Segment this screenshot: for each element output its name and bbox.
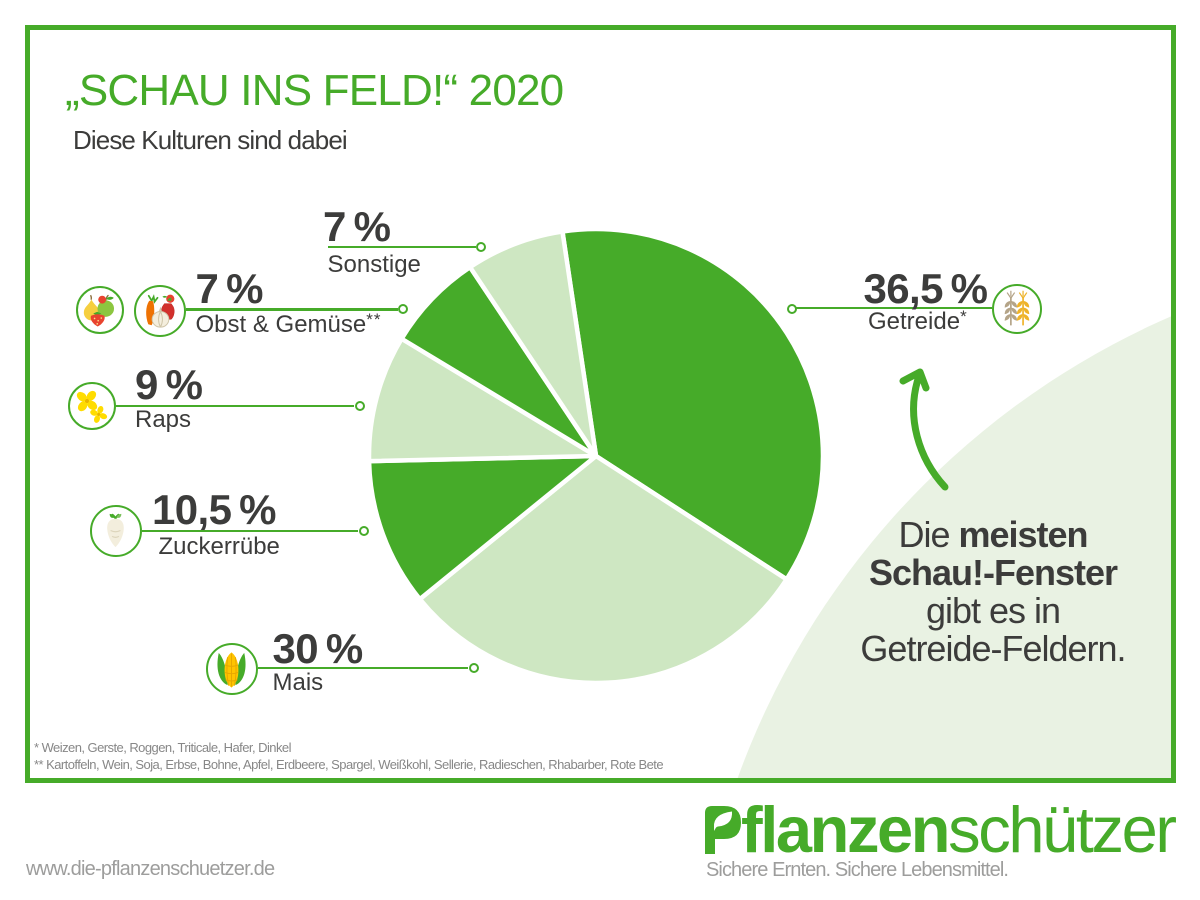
label-obst-gemuese: Obst & Gemüse** bbox=[195, 310, 382, 339]
rapeseed-flower-large bbox=[76, 390, 98, 412]
pie-slice-sonstige bbox=[467, 229, 599, 459]
getreide-icon bbox=[992, 284, 1042, 334]
vegetable-icon bbox=[134, 285, 186, 337]
logo-tagline: Sichere Ernten. Sichere Lebensmittel. bbox=[706, 859, 1009, 881]
note-text: Die meisten Schau!-Fenster gibt es in Ge… bbox=[860, 514, 1126, 669]
mais-icon bbox=[206, 643, 258, 695]
apple-shape bbox=[97, 300, 115, 317]
callout-line-obst-gemuese bbox=[186, 308, 398, 311]
callout-dot-mais bbox=[468, 663, 479, 673]
onion-shape bbox=[151, 310, 170, 328]
label-raps: Raps bbox=[135, 406, 192, 434]
callout-dot-raps bbox=[354, 401, 365, 411]
logo-p-leaf-icon bbox=[705, 806, 741, 854]
pct-obst-gemuese: 7 % bbox=[195, 265, 264, 313]
apple-leaf bbox=[105, 296, 114, 300]
beet-shape bbox=[107, 518, 124, 548]
wheat-ear-right bbox=[1016, 290, 1030, 326]
frame-border bbox=[25, 25, 1176, 783]
wheat-ear-left bbox=[1004, 290, 1018, 326]
fruit-icon bbox=[76, 286, 124, 334]
website-url: www.die-pflanzenschuetzer.de bbox=[26, 858, 275, 880]
pct-raps: 9 % bbox=[135, 361, 203, 409]
callout-dot-sonstige bbox=[475, 241, 486, 252]
callout-line-getreide bbox=[796, 306, 992, 310]
pct-zuckerruebe: 10,5 % bbox=[152, 486, 277, 534]
callout-dot-zuckerruebe bbox=[358, 526, 369, 536]
callout-line-raps bbox=[116, 404, 354, 408]
pie-slice-getreide bbox=[560, 226, 826, 582]
callout-dot-obst-gemuese bbox=[398, 304, 408, 314]
pct-getreide: 36,5 % bbox=[863, 265, 989, 313]
pie-slice-mais bbox=[417, 453, 789, 686]
zuckerruebe-icon bbox=[90, 505, 142, 557]
pct-mais: 30 % bbox=[272, 624, 364, 672]
brand-logo: flanzenschützer bbox=[705, 797, 1177, 862]
page-subtitle: Diese Kulturen sind dabei bbox=[73, 125, 348, 155]
footnote-1: * Weizen, Gerste, Roggen, Triticale, Haf… bbox=[34, 740, 292, 755]
pie-slice-raps bbox=[366, 336, 599, 464]
strawberry-calyx bbox=[93, 311, 102, 316]
corn-leaf-right bbox=[235, 652, 246, 686]
callout-line-sonstige bbox=[328, 245, 476, 249]
label-zuckerruebe: Zuckerrübe bbox=[158, 533, 280, 561]
pie-slice-zuckerr-be bbox=[366, 453, 599, 602]
callout-line-mais bbox=[258, 666, 468, 670]
rapeseed-flower-small bbox=[90, 405, 108, 423]
pct-sonstige: 7 % bbox=[323, 202, 391, 250]
pie-chart bbox=[366, 226, 826, 686]
footnote-2: ** Kartoffeln, Wein, Soja, Erbse, Bohne,… bbox=[34, 756, 664, 772]
curved-arrow bbox=[899, 368, 949, 491]
label-getreide: Getreide* bbox=[868, 307, 968, 336]
callout-dot-getreide bbox=[786, 303, 797, 314]
label-sonstige: Sonstige bbox=[327, 250, 421, 278]
corn-leaf-left bbox=[217, 652, 228, 686]
raps-icon bbox=[68, 382, 116, 430]
footnotes: * Weizen, Gerste, Roggen, Triticale, Haf… bbox=[34, 740, 664, 773]
callout-line-zuckerruebe bbox=[142, 529, 358, 533]
label-mais: Mais bbox=[272, 669, 324, 697]
page-title: „SCHAU INS FELD!“ 2020 bbox=[65, 66, 564, 115]
cherry-shape bbox=[98, 295, 107, 304]
